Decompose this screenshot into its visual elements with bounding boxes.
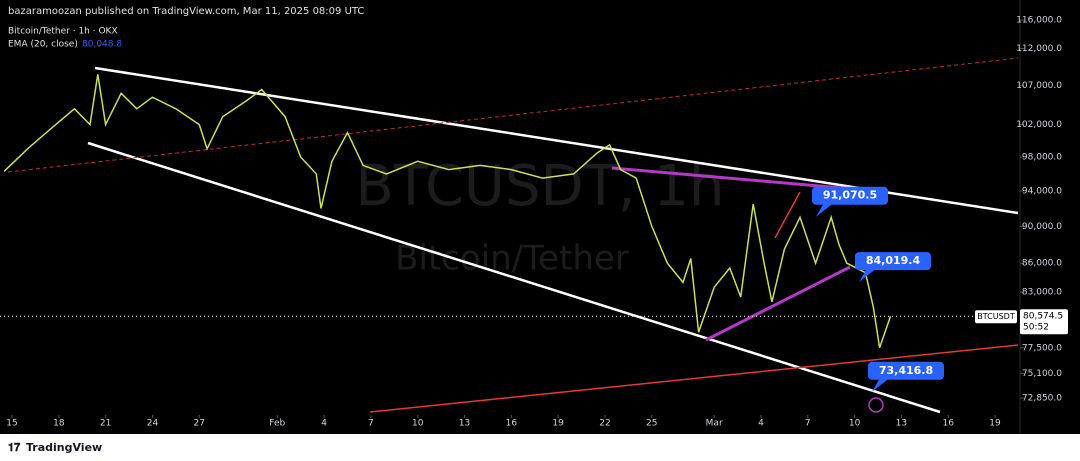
y-tick-label: 102,000.0 bbox=[1016, 120, 1062, 130]
x-tick-label: 13 bbox=[459, 419, 470, 429]
last-price-label: 80,574.5 bbox=[1023, 312, 1063, 322]
rise-line bbox=[774, 191, 801, 239]
callout-pointer bbox=[859, 268, 877, 283]
x-tick-label: 7 bbox=[368, 419, 374, 429]
x-tick-label: 22 bbox=[599, 419, 610, 429]
series-label: BTCUSDT bbox=[977, 312, 1015, 321]
y-tick-label: 75,100.0 bbox=[1022, 369, 1062, 379]
y-tick-label: 112,000.0 bbox=[1016, 44, 1062, 54]
alert-icon bbox=[868, 397, 884, 413]
countdown: 50:52 bbox=[1023, 323, 1049, 333]
y-tick-label: 83,000.0 bbox=[1022, 288, 1062, 298]
x-tick-label: 15 bbox=[6, 419, 17, 429]
x-tick-label: 18 bbox=[53, 419, 65, 429]
y-tick-label: 98,000.0 bbox=[1022, 153, 1062, 163]
x-tick-label: 25 bbox=[646, 419, 657, 429]
x-tick-label: 10 bbox=[412, 419, 424, 429]
indicator: EMA (20, close) bbox=[8, 40, 78, 50]
callout-label: 84,019.4 bbox=[866, 254, 921, 267]
x-tick-label: Feb bbox=[269, 419, 285, 429]
chart-background bbox=[0, 0, 1080, 434]
x-tick-label: 10 bbox=[849, 419, 861, 429]
footer-background bbox=[0, 434, 1080, 461]
callout-pointer bbox=[816, 202, 834, 217]
x-tick-label: 27 bbox=[194, 419, 205, 429]
y-tick-label: 86,000.0 bbox=[1022, 259, 1062, 269]
x-tick-label: 7 bbox=[805, 419, 811, 429]
watermark-symbol: BTCUSDT, 1h bbox=[355, 154, 724, 219]
callout-label: 73,416.8 bbox=[879, 364, 933, 377]
callout-box bbox=[855, 252, 931, 271]
x-tick-label: 4 bbox=[758, 419, 764, 429]
brand: TradingView bbox=[26, 441, 102, 454]
watermark-name: Bitcoin/Tether bbox=[395, 239, 629, 279]
brand-logo: 𝟏𝟕 bbox=[8, 441, 21, 454]
support-line bbox=[369, 344, 1019, 413]
y-tick-label: 94,000.0 bbox=[1022, 186, 1062, 196]
y-tick-label: 90,000.0 bbox=[1022, 222, 1062, 232]
callout-label: 91,070.5 bbox=[823, 189, 877, 202]
last-price-box bbox=[1020, 309, 1068, 335]
y-tick-label: 107,000.0 bbox=[1016, 81, 1062, 91]
wedge-lower bbox=[705, 265, 851, 342]
x-tick-label: 16 bbox=[506, 419, 518, 429]
callout-box bbox=[868, 361, 944, 380]
x-tick-label: 24 bbox=[147, 419, 159, 429]
y-tick-label: 72,850.0 bbox=[1022, 394, 1062, 404]
callout-pointer bbox=[872, 377, 890, 392]
x-tick-label: 13 bbox=[896, 419, 907, 429]
plot: 116,000.0 112,000.0 107,000.0 102,000.0 98,0… bbox=[0, 16, 1068, 429]
y-tick-label: 77,500.0 bbox=[1022, 343, 1062, 353]
dashed-trend bbox=[7, 57, 1019, 173]
price-line bbox=[3, 74, 892, 349]
y-tick-label: 116,000.0 bbox=[1016, 16, 1062, 26]
x-tick-label: Mar bbox=[706, 419, 723, 429]
x-tick-label: 21 bbox=[100, 419, 111, 429]
callout-box bbox=[812, 186, 888, 205]
indicator-value: 80,048.8 bbox=[82, 40, 122, 50]
x-tick-label: 19 bbox=[552, 419, 564, 429]
x-tick-label: 16 bbox=[942, 419, 954, 429]
symbol-info: Bitcoin/Tether · 1h · OKX bbox=[8, 27, 118, 37]
x-tick-label: 4 bbox=[321, 419, 327, 429]
series-label-box bbox=[975, 310, 1017, 324]
publisher: bazaramoozan published on TradingView.co… bbox=[8, 6, 364, 17]
x-tick-label: 19 bbox=[989, 419, 1001, 429]
